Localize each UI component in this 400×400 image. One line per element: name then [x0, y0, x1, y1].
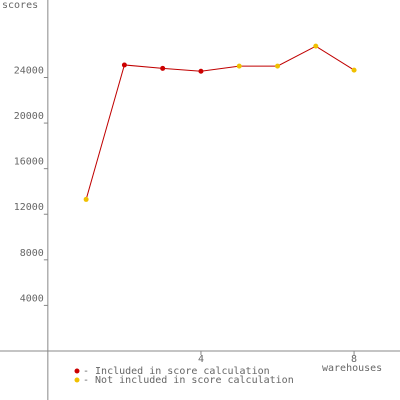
x-tick-label: 8 [351, 354, 357, 365]
point [121, 62, 127, 68]
y-tick-label: 24000 [14, 65, 44, 76]
y-tick-label: 12000 [14, 202, 44, 213]
legend-marker [74, 368, 80, 374]
line [85, 45, 355, 200]
x-tick-label: 4 [198, 354, 204, 365]
legend-label: - Included in score calculation [83, 366, 270, 377]
legend-label: - Not included in score calculation [83, 375, 294, 386]
point [275, 63, 281, 69]
y-tick-label: 4000 [20, 293, 44, 304]
point [313, 43, 319, 49]
point [236, 63, 242, 69]
point [160, 65, 166, 71]
y-tick-label: 20000 [14, 111, 44, 122]
y-tick-label: 16000 [14, 157, 44, 168]
point [83, 196, 89, 202]
y-tick-label: 8000 [20, 248, 44, 259]
x-axis-label: warehouses [322, 363, 382, 374]
point [351, 67, 357, 73]
legend-marker [74, 377, 80, 383]
y-axis-label: scores [2, 0, 38, 11]
point [198, 68, 204, 74]
